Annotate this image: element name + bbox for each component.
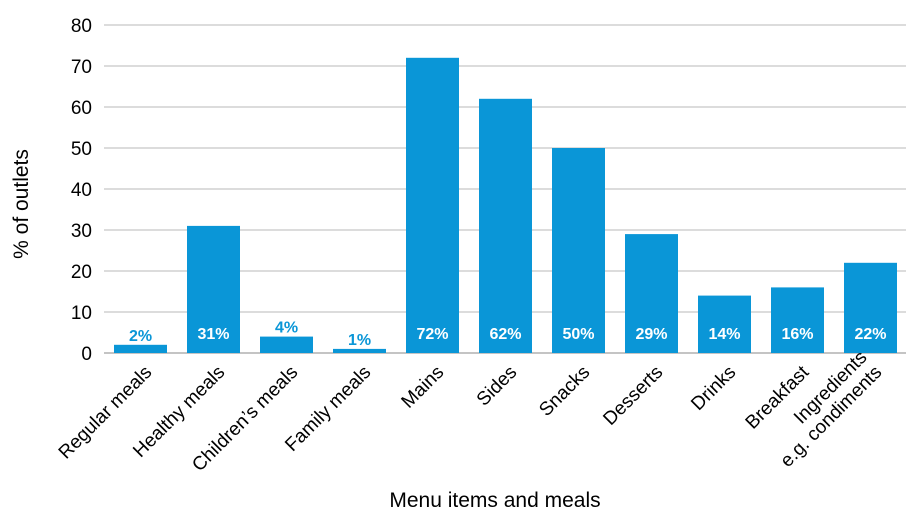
bar: [844, 262, 897, 353]
x-tick-label-line: Desserts: [599, 362, 667, 430]
bar: [479, 98, 532, 353]
data-label: 2%: [129, 328, 152, 345]
x-tick-label-line: Mains: [398, 362, 449, 413]
data-label: 16%: [781, 326, 813, 343]
y-tick-label: 50: [71, 139, 92, 160]
data-label: 72%: [416, 326, 448, 343]
data-label: 29%: [635, 326, 667, 343]
x-tick-label: Drinks: [687, 362, 740, 415]
y-tick-label: 40: [71, 180, 92, 201]
x-tick-label-line: Snacks: [535, 362, 594, 421]
bar: [625, 234, 678, 353]
data-label: 14%: [708, 326, 740, 343]
x-tick-label: Sides: [473, 362, 521, 410]
x-tick-label-line: Drinks: [687, 362, 740, 415]
data-label: 31%: [197, 326, 229, 343]
data-label: 1%: [348, 332, 371, 349]
y-tick-label: 70: [71, 57, 92, 78]
y-tick-label: 0: [81, 344, 92, 365]
x-tick-label-line: Sides: [473, 362, 521, 410]
y-axis-title: % of outlets: [10, 149, 33, 259]
bar: [406, 57, 459, 354]
bar: [771, 287, 824, 353]
data-labels: 2% 31% 4% 1% 72% 62% 50% 29% 14% 16% 22%: [129, 320, 887, 349]
data-label: 22%: [854, 326, 886, 343]
bar: [333, 348, 386, 353]
y-tick-label: 60: [71, 98, 92, 119]
bars: [114, 57, 897, 354]
bar: [698, 295, 751, 353]
x-tick-label: Mains: [398, 362, 449, 413]
bar: [552, 148, 605, 353]
y-tick-label: 80: [71, 16, 92, 37]
bar: [187, 225, 240, 353]
x-tick-label: Snacks: [535, 362, 594, 421]
y-axis-ticks: 0 10 20 30 40 50 60 70 80: [71, 16, 92, 365]
bar: [114, 344, 167, 353]
data-label: 50%: [562, 326, 594, 343]
y-tick-label: 10: [71, 303, 92, 324]
data-label: 4%: [275, 320, 298, 337]
data-label: 62%: [489, 326, 521, 343]
y-tick-label: 20: [71, 262, 92, 283]
y-tick-label: 30: [71, 221, 92, 242]
bar: [260, 336, 313, 353]
x-tick-label: Desserts: [599, 362, 667, 430]
x-axis-title: Menu items and meals: [389, 489, 600, 512]
